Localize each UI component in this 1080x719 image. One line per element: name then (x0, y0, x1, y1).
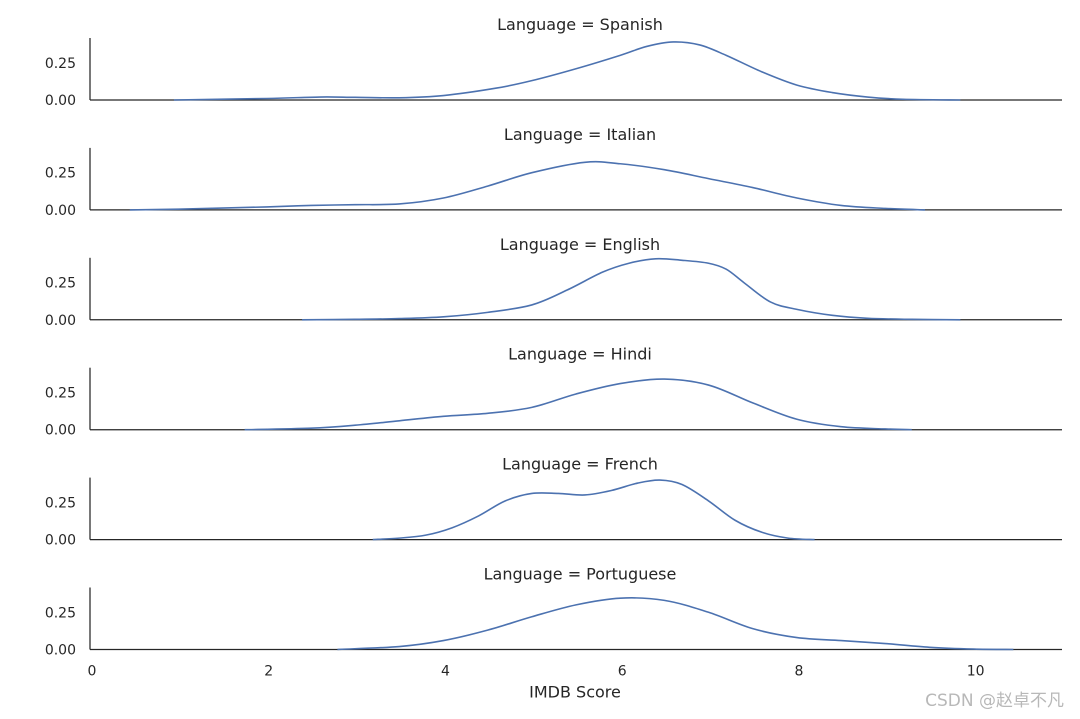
kde-curve (337, 597, 1014, 651)
kde-curve (302, 257, 961, 321)
y-tick-label: 0.00 (45, 203, 76, 219)
y-tick-label: 0.00 (45, 643, 76, 659)
x-tick-label: 0 (88, 664, 97, 680)
y-tick-label: 0.25 (45, 605, 76, 621)
x-tick-label: 2 (264, 664, 273, 680)
x-tick-label: 10 (967, 664, 985, 680)
panel-title: Language = French (502, 455, 658, 474)
panel-title: Language = Spanish (497, 15, 663, 34)
y-tick-label: 0.00 (45, 313, 76, 329)
y-tick-label: 0.25 (45, 495, 76, 511)
x-axis-title: IMDB Score (529, 683, 621, 702)
kde-curve (244, 378, 912, 431)
panel-title: Language = Portuguese (484, 565, 677, 584)
kde-curve (173, 41, 961, 101)
x-tick-label: 6 (618, 664, 627, 680)
panel-title: Language = Hindi (508, 345, 652, 364)
y-tick-label: 0.00 (45, 533, 76, 549)
y-tick-label: 0.25 (45, 166, 76, 182)
kde-curve (129, 160, 926, 211)
x-tick-label: 4 (441, 664, 450, 680)
y-tick-label: 0.00 (45, 93, 76, 109)
kde-curve (372, 479, 815, 541)
panel-title: Language = Italian (504, 125, 656, 144)
watermark-text: CSDN @赵卓不凡 (925, 691, 1064, 711)
y-tick-label: 0.25 (45, 56, 76, 72)
panel-title: Language = English (500, 235, 660, 254)
y-tick-label: 0.25 (45, 276, 76, 292)
y-tick-label: 0.00 (45, 423, 76, 439)
x-tick-label: 8 (794, 664, 803, 680)
y-tick-label: 0.25 (45, 385, 76, 401)
